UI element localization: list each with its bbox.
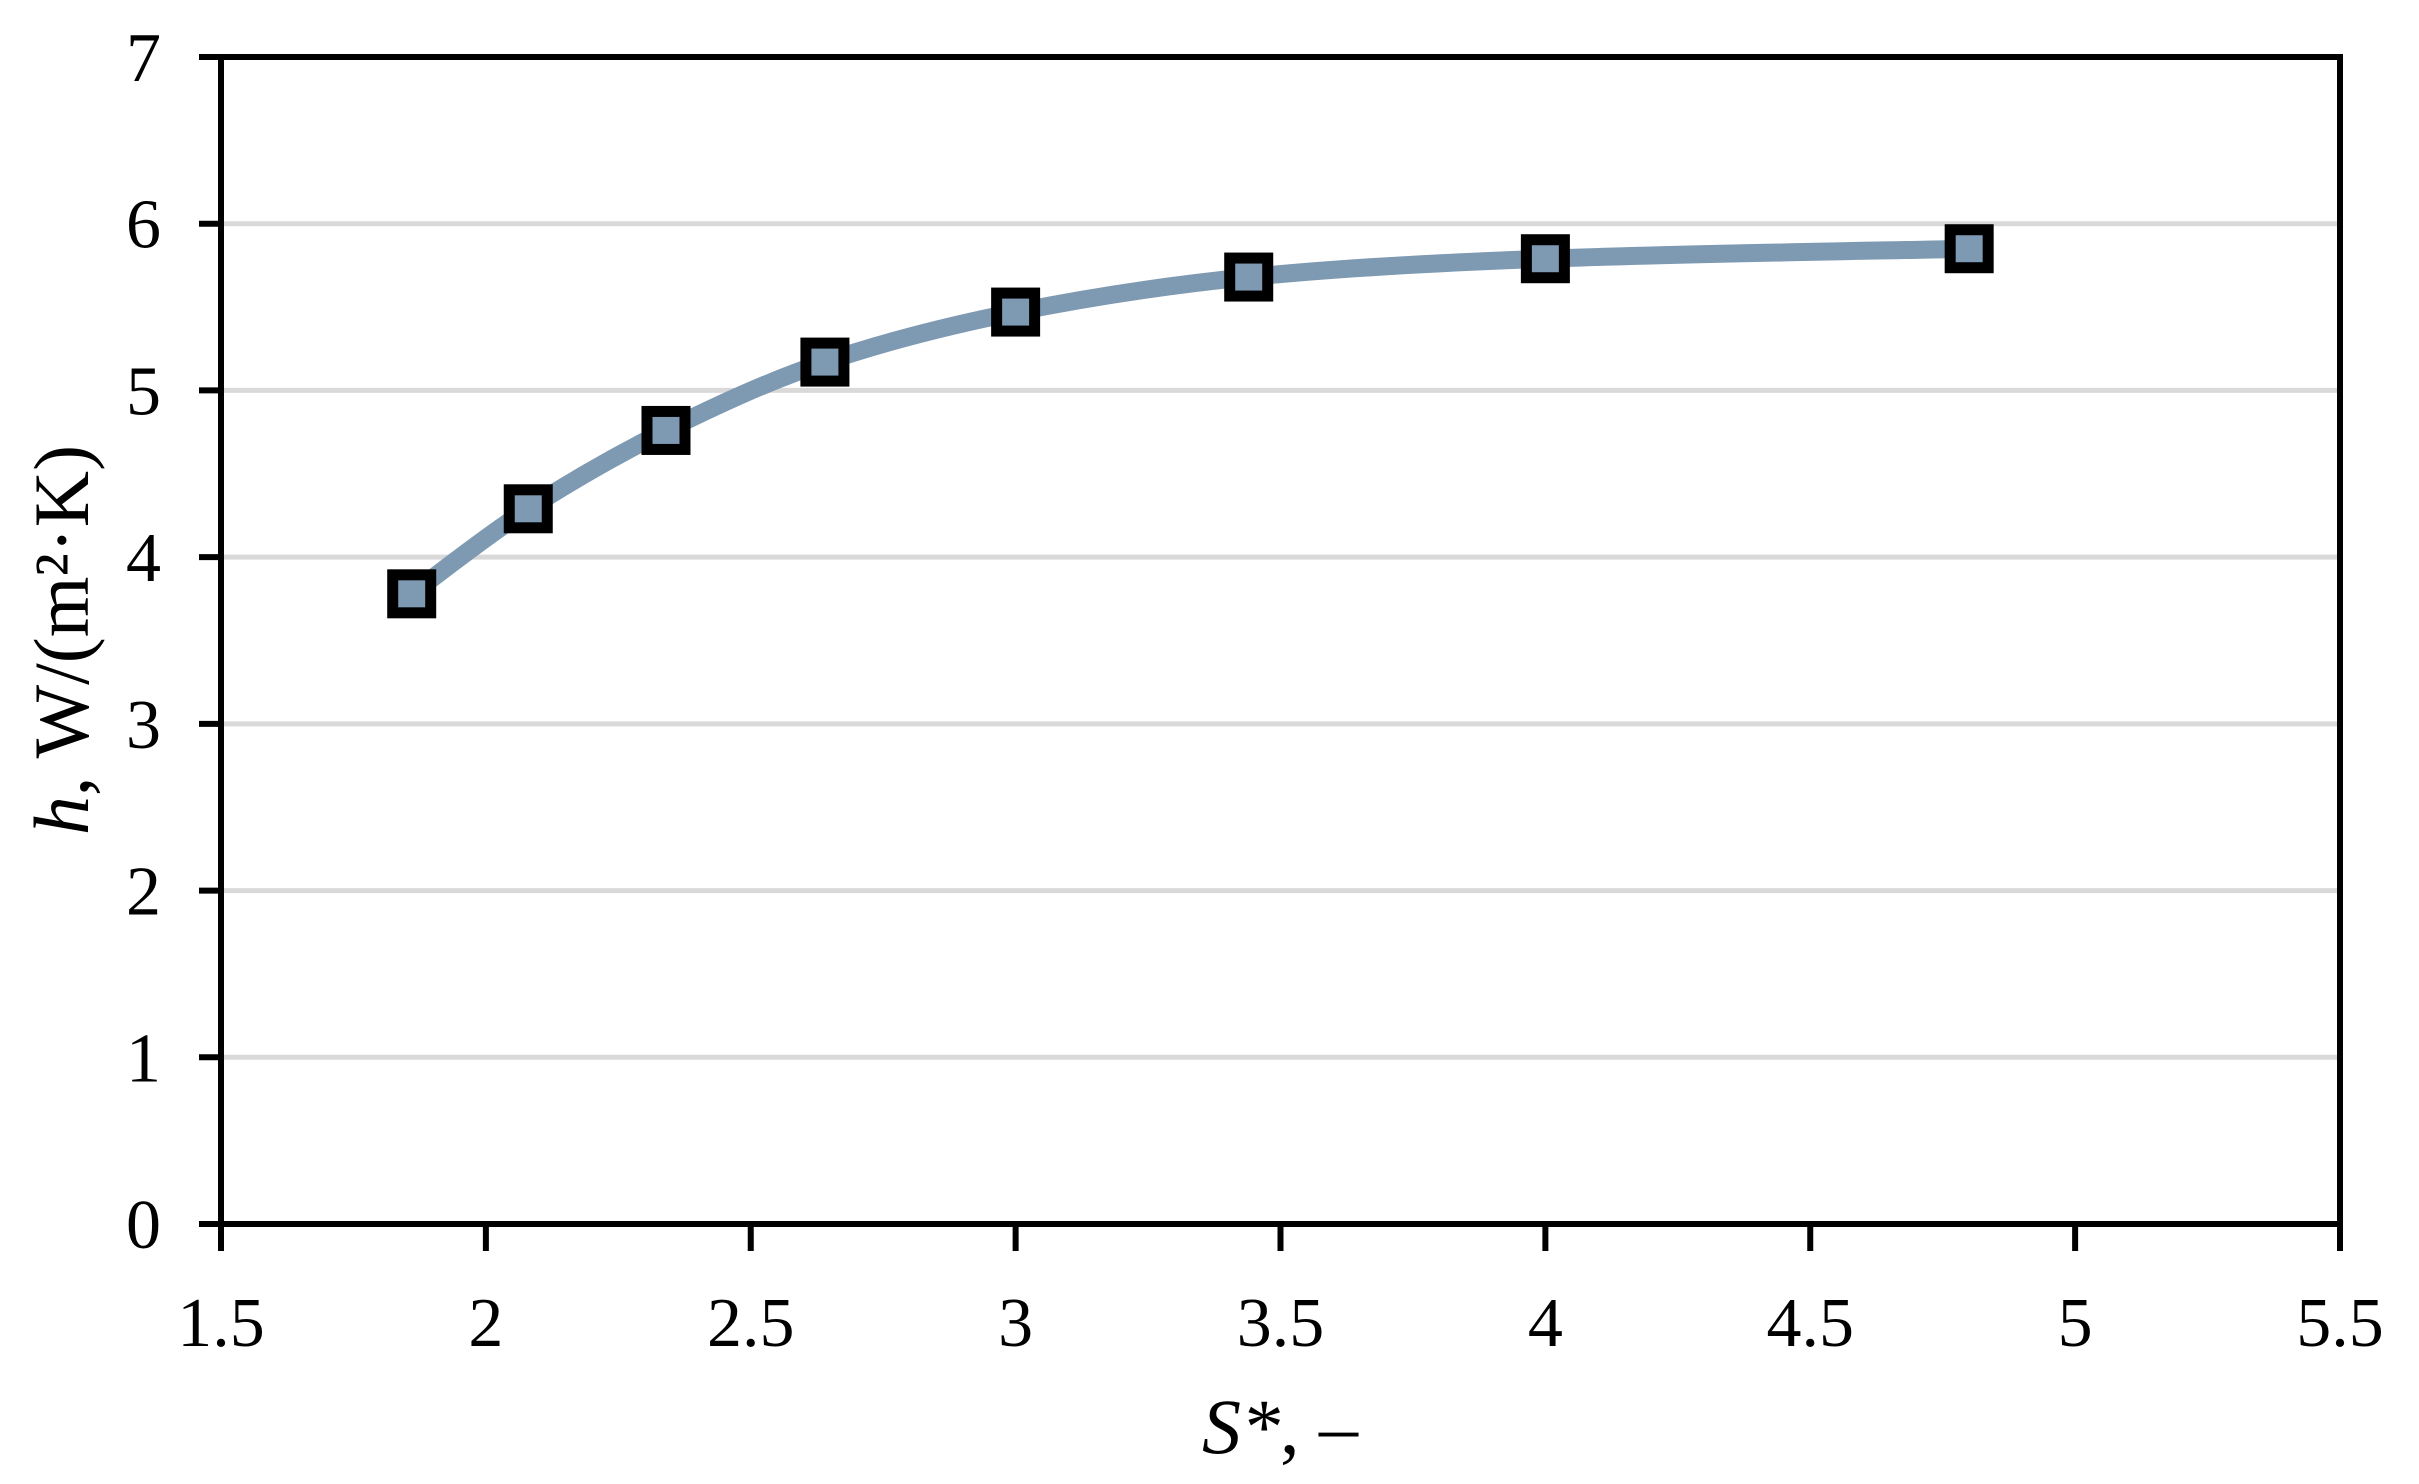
x-axis-title-unit: , – — [1280, 1383, 1358, 1470]
x-tick-label: 4.5 — [1767, 1285, 1855, 1362]
data-point-marker — [800, 337, 850, 387]
y-tick-label: 2 — [126, 854, 161, 931]
data-point-marker — [991, 287, 1041, 337]
x-tick-label: 5 — [2058, 1285, 2093, 1362]
y-axis-title: h, W/(m²·K) — [18, 445, 105, 835]
y-tick-label: 6 — [126, 187, 161, 264]
x-tick-label: 4 — [1528, 1285, 1563, 1362]
y-tick-label: 5 — [126, 353, 161, 430]
data-point-marker — [503, 484, 553, 534]
x-tick-label: 3 — [998, 1285, 1033, 1362]
y-tick-label: 3 — [126, 687, 161, 764]
x-axis-title: S*, – — [1202, 1388, 1358, 1466]
y-tick-label: 0 — [126, 1187, 161, 1264]
data-point-marker — [387, 569, 437, 619]
x-tick-label: 3.5 — [1237, 1285, 1325, 1362]
y-tick-label: 4 — [126, 520, 161, 597]
y-tick-label: 7 — [126, 20, 161, 97]
data-point-marker — [1224, 252, 1274, 302]
x-tick-label: 5.5 — [2296, 1285, 2384, 1362]
x-tick-label: 1.5 — [177, 1285, 265, 1362]
data-point-marker — [1520, 234, 1570, 284]
x-axis-title-variable: S* — [1202, 1383, 1280, 1470]
y-axis-title-variable: h — [18, 796, 105, 836]
data-point-marker — [641, 405, 691, 455]
x-tick-label: 2.5 — [707, 1285, 795, 1362]
plot-border — [218, 54, 2343, 1227]
y-tick-label: 1 — [126, 1020, 161, 1097]
data-point-marker — [1944, 224, 1994, 274]
x-tick-label: 2 — [468, 1285, 503, 1362]
y-axis-title-unit: , W/(m²·K) — [18, 444, 105, 797]
